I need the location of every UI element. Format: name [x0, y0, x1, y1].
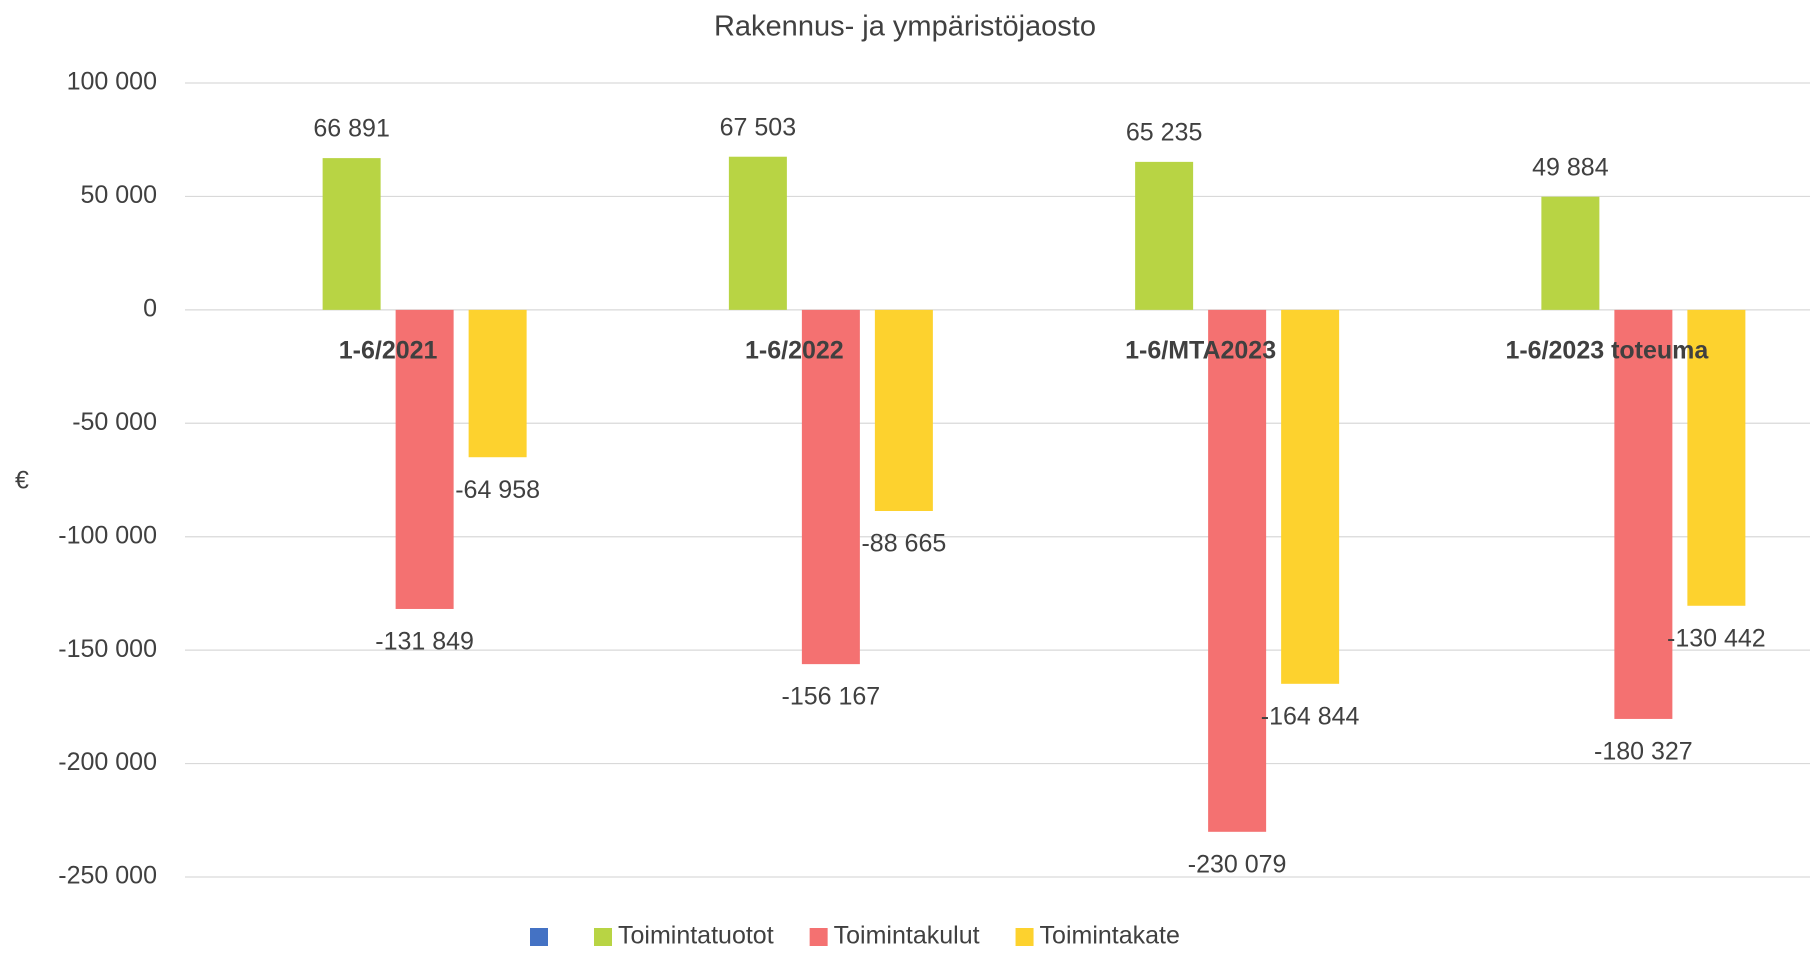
data-label: -156 167: [782, 683, 881, 711]
data-label: 65 235: [1126, 118, 1202, 146]
bar: [1135, 161, 1194, 310]
chart-title: Rakennus- ja ympäristöjaosto: [714, 11, 1096, 43]
bar: [801, 309, 860, 665]
bar: [468, 309, 527, 458]
bar: [322, 158, 381, 310]
data-label: 67 503: [720, 113, 796, 141]
legend-swatch: [809, 928, 828, 946]
data-label: -131 849: [375, 628, 474, 656]
data-label: -130 442: [1667, 624, 1766, 652]
y-tick-label: -100 000: [58, 521, 157, 549]
legend-swatch: [530, 928, 548, 946]
x-tick-label: 1-6/2022: [745, 336, 844, 364]
y-tick-label: 100 000: [67, 68, 157, 96]
data-label: 49 884: [1532, 153, 1609, 181]
y-axis-label: €: [15, 467, 29, 495]
legend-label: Toimintakulut: [834, 922, 980, 950]
bar: [728, 156, 787, 310]
data-label: -64 958: [455, 476, 540, 504]
data-label: -164 844: [1261, 702, 1360, 730]
bar: [1541, 196, 1600, 310]
legend-swatch: [594, 928, 612, 946]
y-tick-label: 50 000: [81, 181, 157, 209]
bar: [874, 309, 933, 512]
data-label: 66 891: [313, 115, 389, 143]
data-label: -230 079: [1188, 850, 1287, 878]
bar: [395, 309, 454, 609]
bar: [1687, 309, 1746, 606]
data-label: -180 327: [1594, 738, 1693, 766]
y-tick-label: -150 000: [58, 635, 157, 663]
y-tick-label: 0: [143, 294, 157, 322]
x-tick-label: 1-6/2023 toteuma: [1505, 336, 1709, 364]
legend-swatch: [1015, 928, 1034, 946]
bar: [1614, 309, 1673, 719]
bar: [1208, 309, 1267, 832]
y-tick-label: -50 000: [72, 408, 157, 436]
bar: [1281, 309, 1340, 684]
data-label: -88 665: [861, 530, 946, 558]
x-tick-label: 1-6/2021: [339, 336, 438, 364]
legend-label: Toimintatuotot: [618, 922, 774, 950]
y-tick-label: -200 000: [58, 748, 157, 776]
x-tick-label: 1-6/MTA2023: [1125, 336, 1276, 364]
legend-label: Toimintakate: [1040, 922, 1180, 950]
y-tick-label: -250 000: [58, 862, 157, 890]
